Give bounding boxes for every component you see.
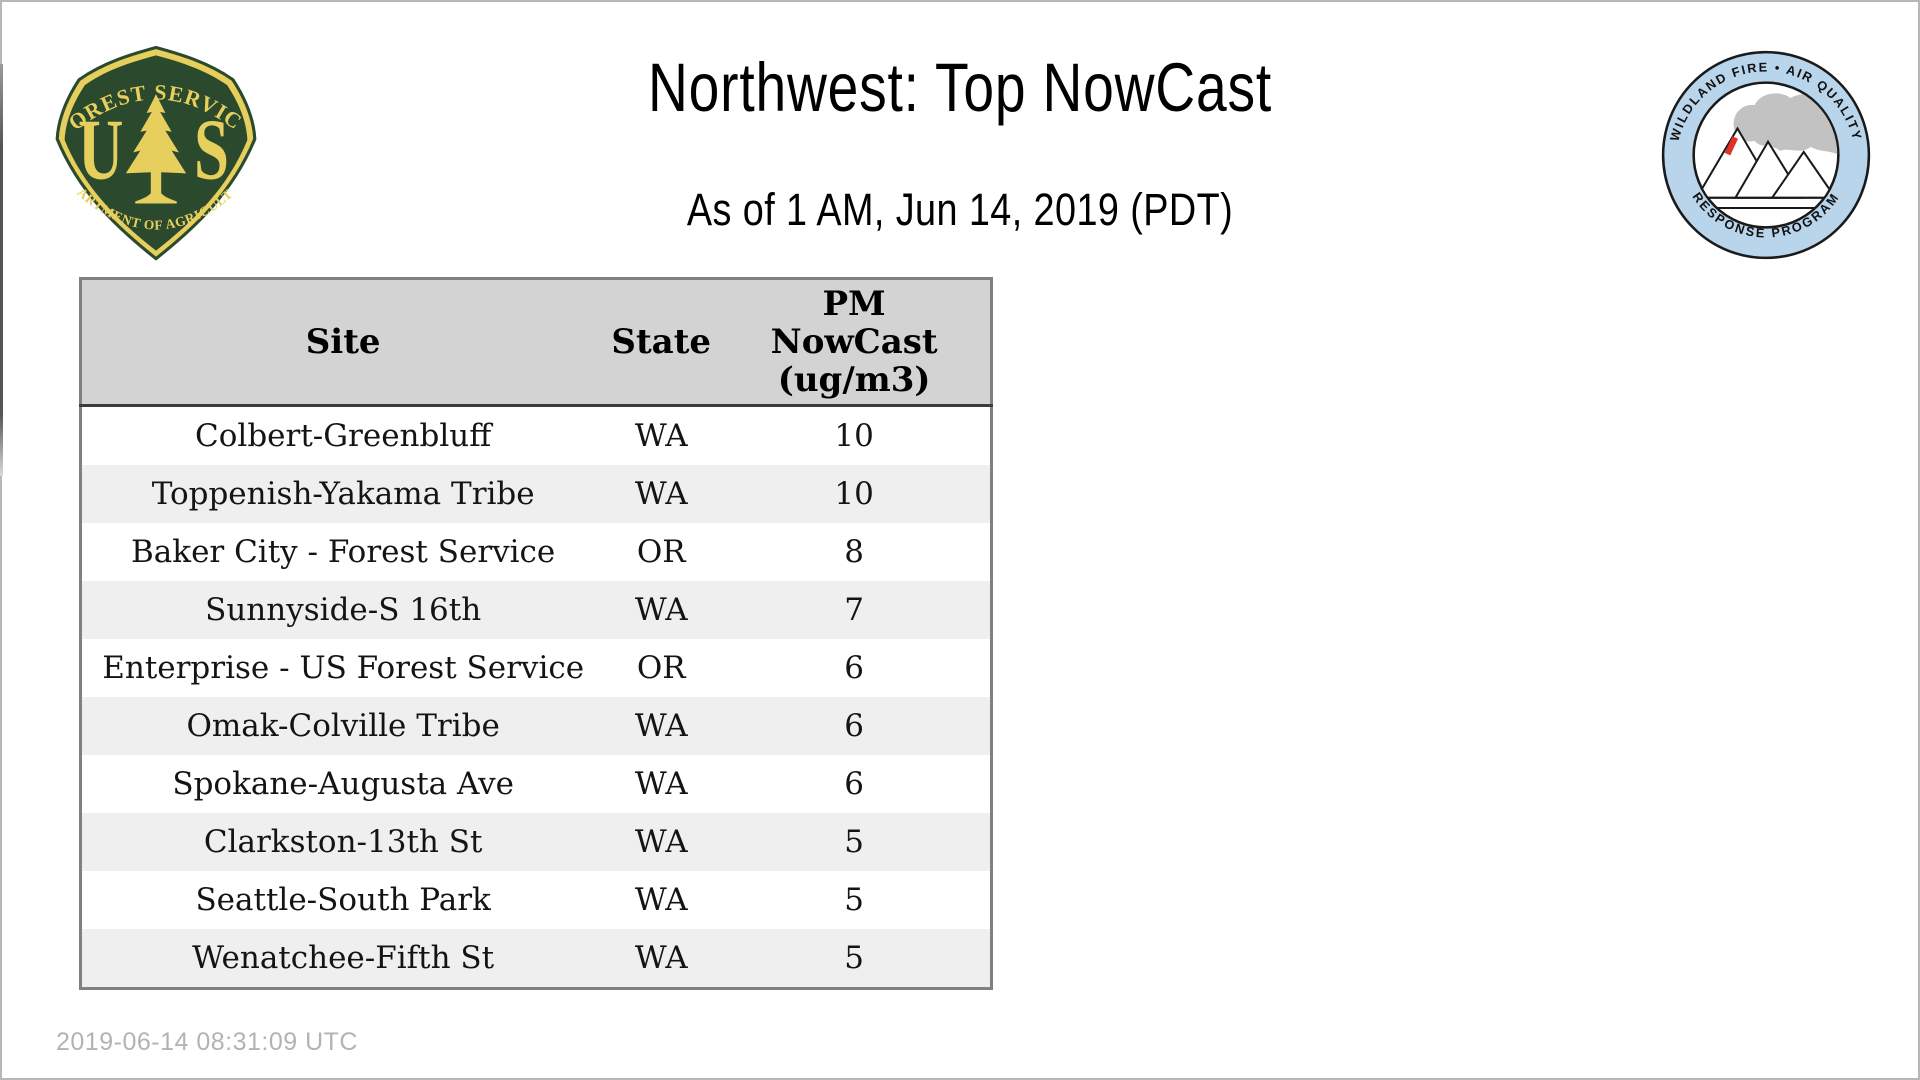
table-row: Toppenish-Yakama Tribe WA 10 xyxy=(80,465,992,523)
cell-pm-value: 5 xyxy=(844,882,864,918)
table-row: Enterprise - US Forest Service OR 6 xyxy=(80,639,992,697)
page-subtitle: As of 1 AM, Jun 14, 2019 (PDT) xyxy=(686,184,1234,235)
cell-site: Enterprise - US Forest Service xyxy=(102,650,585,686)
table-row: Omak-Colville Tribe WA 6 xyxy=(80,697,992,755)
cell-state: WA xyxy=(634,476,688,512)
fire-mark-icon xyxy=(1724,136,1739,156)
page-title: Northwest: Top NowCast xyxy=(647,49,1273,126)
cell-pm-value: 6 xyxy=(844,650,864,686)
column-header-site: Site xyxy=(80,278,605,407)
table-row: Spokane-Augusta Ave WA 6 xyxy=(80,755,992,813)
cell-state: OR xyxy=(636,534,686,570)
left-edge-shadow xyxy=(0,64,3,476)
table-row: Seattle-South Park WA 5 xyxy=(80,871,992,929)
cell-site: Toppenish-Yakama Tribe xyxy=(151,476,535,512)
nowcast-table-container: Site State PM NowCast (ug/m3) Colbert-Gr… xyxy=(79,277,993,990)
cell-state: WA xyxy=(634,418,688,454)
shield-letter-s: S xyxy=(194,102,229,198)
table-row: Sunnyside-S 16th WA 7 xyxy=(80,581,992,639)
cell-state: WA xyxy=(634,592,688,628)
pm-header-line2: NowCast xyxy=(770,322,938,362)
cell-pm-value: 5 xyxy=(844,824,864,860)
pm-header-line3: (ug/m3) xyxy=(777,360,931,400)
wildland-fire-air-quality-logo: WILDLAND FIRE • AIR QUALITY RESPONSE PRO… xyxy=(1661,50,1871,260)
cell-state: OR xyxy=(636,650,686,686)
cell-site: Omak-Colville Tribe xyxy=(186,708,500,744)
column-header-pm-nowcast: PM NowCast (ug/m3) xyxy=(718,278,992,407)
cell-pm-value: 10 xyxy=(834,418,874,454)
pine-tree-icon xyxy=(125,94,187,204)
cell-site: Seattle-South Park xyxy=(195,882,491,918)
cell-site: Colbert-Greenbluff xyxy=(195,418,492,454)
table-row: Baker City - Forest Service OR 8 xyxy=(80,523,992,581)
cell-state: WA xyxy=(634,824,688,860)
cell-pm-value: 6 xyxy=(844,708,864,744)
table-row: Clarkston-13th St WA 5 xyxy=(80,813,992,871)
cell-pm-value: 10 xyxy=(834,476,874,512)
column-header-state: State xyxy=(604,278,719,407)
cell-pm-value: 5 xyxy=(844,940,864,976)
cell-state: WA xyxy=(634,766,688,802)
cell-pm-value: 7 xyxy=(844,592,864,628)
cell-site: Sunnyside-S 16th xyxy=(205,592,482,628)
generated-timestamp: 2019-06-14 08:31:09 UTC xyxy=(56,1028,358,1056)
cell-site: Baker City - Forest Service xyxy=(131,534,556,570)
pm-header-line1: PM xyxy=(822,284,886,324)
cell-state: WA xyxy=(634,940,688,976)
nowcast-table: Site State PM NowCast (ug/m3) Colbert-Gr… xyxy=(79,277,993,990)
cell-site: Wenatchee-Fifth St xyxy=(192,940,495,976)
shield-letter-u: U xyxy=(78,102,123,198)
table-header-row: Site State PM NowCast (ug/m3) xyxy=(80,278,992,407)
table-row: Wenatchee-Fifth St WA 5 xyxy=(80,929,992,989)
table-row: Colbert-Greenbluff WA 10 xyxy=(80,405,992,465)
cell-site: Clarkston-13th St xyxy=(203,824,483,860)
table-body: Colbert-Greenbluff WA 10 Toppenish-Yakam… xyxy=(80,405,992,989)
cell-state: WA xyxy=(634,708,688,744)
cell-pm-value: 6 xyxy=(844,766,864,802)
cell-pm-value: 8 xyxy=(844,534,864,570)
forest-service-logo: FOREST SERVICE DEPARTMENT OF AGRICULTURE… xyxy=(52,40,257,261)
cell-state: WA xyxy=(634,882,688,918)
cell-site: Spokane-Augusta Ave xyxy=(172,766,514,802)
smoke-cloud-icon xyxy=(1733,93,1838,158)
